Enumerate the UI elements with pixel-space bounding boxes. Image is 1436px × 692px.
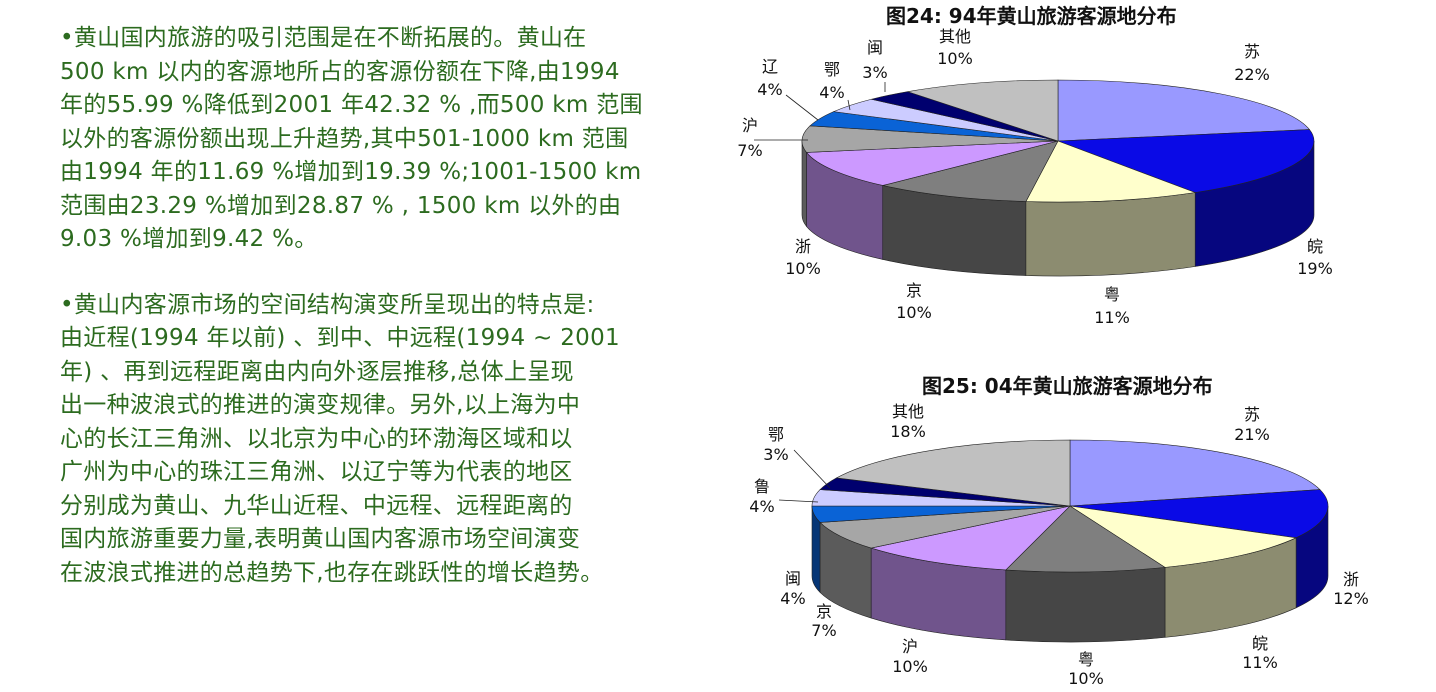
pie-side-粤 <box>1005 567 1166 643</box>
pie-slice-浙 <box>805 140 1059 186</box>
slice-percent-鲁: 4% <box>749 497 774 516</box>
leader-line <box>778 499 819 503</box>
paragraph-source-range: •黄山国内旅游的吸引范围是在不断拓展的。黄山在 500 km 以内的客源地所占的… <box>60 25 643 252</box>
slice-percent-辽: 4% <box>757 80 782 99</box>
slice-percent-苏: 21% <box>1234 425 1270 444</box>
slice-percent-京: 7% <box>811 621 836 640</box>
pie-slice-沪 <box>870 505 1071 571</box>
slice-percent-沪: 10% <box>892 657 928 676</box>
slice-percent-闽: 4% <box>780 589 805 608</box>
slice-label-浙: 浙 <box>795 237 811 256</box>
pie-slice-皖 <box>1057 129 1315 193</box>
slice-percent-其他: 10% <box>937 49 973 68</box>
slice-percent-皖: 19% <box>1297 259 1333 278</box>
slice-label-闽: 闽 <box>867 38 883 57</box>
slice-percent-皖: 11% <box>1242 653 1278 672</box>
pie-slice-其他 <box>907 79 1059 142</box>
slice-percent-苏: 22% <box>1234 65 1270 84</box>
slice-label-鄂: 鄂 <box>768 425 784 444</box>
slice-percent-浙: 10% <box>785 259 821 278</box>
slice-label-鄂: 鄂 <box>824 60 840 79</box>
slice-label-辽: 辽 <box>762 57 778 76</box>
slice-percent-沪: 7% <box>737 141 762 160</box>
slice-label-皖: 皖 <box>1307 237 1323 256</box>
pie-slice-浙 <box>1069 489 1329 539</box>
slice-label-京: 京 <box>816 602 832 621</box>
slice-percent-粤: 10% <box>1068 669 1104 688</box>
slice-label-浙: 浙 <box>1343 570 1359 589</box>
slice-label-苏: 苏 <box>1244 42 1260 61</box>
chart-title-2004: 图25: 04年黄山旅游客源地分布 <box>922 374 1213 398</box>
pie-slice-其他 <box>835 439 1071 507</box>
slice-percent-鄂: 3% <box>763 445 788 464</box>
slice-percent-京: 10% <box>896 303 932 322</box>
pie-slice-京 <box>819 505 1071 549</box>
pie-slice-沪 <box>801 125 1059 153</box>
pie-slice-苏 <box>1069 439 1321 507</box>
slice-label-其他: 其他 <box>892 402 924 421</box>
pie-slice-粤 <box>1025 140 1197 203</box>
slice-label-粤: 粤 <box>1078 650 1094 669</box>
pie-slice-粤 <box>1005 505 1166 573</box>
pie-slice-苏 <box>1057 79 1311 142</box>
slice-label-苏: 苏 <box>1244 405 1260 424</box>
chart-title-1994: 图24: 94年黄山旅游客源地分布 <box>886 4 1177 28</box>
pie-slice-京 <box>882 140 1059 202</box>
leader-line <box>793 449 831 489</box>
leader-line <box>785 94 819 121</box>
text-panel: •黄山国内旅游的吸引范围是在不断拓展的。黄山在 500 km 以内的客源地所占的… <box>60 22 720 590</box>
slice-label-沪: 沪 <box>902 637 918 656</box>
slice-label-皖: 皖 <box>1252 634 1268 653</box>
paragraph-spatial-structure: •黄山内客源市场的空间结构演变所呈现出的特点是: 由近程(1994 年以前) 、… <box>60 291 620 586</box>
slice-label-京: 京 <box>906 281 922 300</box>
leader-line <box>847 99 851 111</box>
slice-label-其他: 其他 <box>939 27 971 46</box>
pie-slice-皖 <box>1069 505 1298 568</box>
slice-percent-鄂: 4% <box>819 83 844 102</box>
slice-label-闽: 闽 <box>785 569 801 588</box>
slice-label-沪: 沪 <box>742 116 758 135</box>
slice-percent-闽: 3% <box>862 63 887 82</box>
slice-percent-浙: 12% <box>1333 589 1369 608</box>
slice-label-粤: 粤 <box>1104 285 1120 304</box>
slice-label-鲁: 鲁 <box>754 477 770 496</box>
slice-percent-粤: 11% <box>1094 308 1130 327</box>
slice-percent-其他: 18% <box>890 422 926 441</box>
